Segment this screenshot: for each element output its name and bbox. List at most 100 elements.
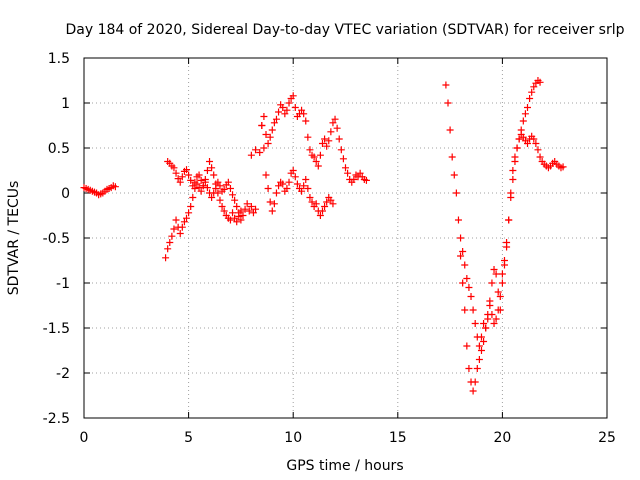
data-point	[199, 182, 207, 190]
data-point	[536, 78, 544, 86]
data-point	[178, 173, 186, 181]
data-point	[187, 203, 195, 210]
data-point	[203, 184, 211, 192]
data-point	[272, 115, 280, 123]
data-point	[241, 205, 249, 213]
series-2	[162, 178, 260, 262]
data-point	[475, 356, 483, 363]
data-point	[321, 203, 329, 210]
series-1	[80, 182, 119, 199]
data-point	[342, 164, 349, 172]
data-point	[316, 151, 324, 159]
data-point	[283, 185, 291, 192]
data-point	[170, 164, 178, 172]
data-point	[270, 119, 278, 127]
data-point	[442, 81, 450, 89]
data-point	[162, 254, 170, 262]
data-point	[459, 279, 467, 287]
y-tick-label: -1.5	[43, 321, 70, 337]
data-point	[507, 194, 515, 201]
data-point	[237, 207, 245, 215]
data-point	[208, 164, 216, 172]
data-point	[268, 126, 276, 134]
data-point	[312, 158, 320, 165]
data-point	[260, 113, 268, 120]
data-point	[480, 320, 488, 327]
data-point	[197, 187, 205, 195]
data-point	[519, 133, 527, 141]
data-point	[559, 163, 567, 171]
data-point	[111, 183, 119, 191]
data-point	[291, 173, 299, 181]
data-point	[521, 110, 529, 118]
data-point	[302, 176, 310, 183]
series-6	[442, 77, 544, 395]
data-point	[344, 169, 352, 177]
data-point	[446, 126, 454, 134]
data-point	[289, 167, 297, 174]
data-point	[178, 223, 186, 231]
data-point	[191, 178, 199, 186]
data-point	[270, 200, 278, 208]
grid	[84, 58, 607, 418]
data-point	[164, 245, 172, 253]
data-point	[323, 198, 331, 206]
data-point	[450, 171, 458, 179]
x-tick-label: 25	[598, 430, 616, 446]
data-point	[180, 218, 188, 226]
data-point	[323, 142, 331, 150]
data-point	[226, 216, 234, 224]
data-point	[467, 293, 475, 300]
data-point	[469, 306, 477, 314]
data-point	[500, 257, 508, 264]
data-point	[318, 140, 326, 147]
data-point	[183, 214, 191, 222]
data-point	[176, 230, 184, 237]
data-point	[187, 176, 195, 184]
x-tick-label: 10	[284, 430, 302, 446]
data-point	[306, 194, 314, 201]
data-point	[457, 234, 465, 242]
data-point	[519, 117, 527, 125]
data-point	[281, 110, 289, 118]
data-point	[318, 207, 326, 215]
data-point	[526, 95, 534, 102]
data-point	[229, 209, 237, 217]
data-point	[218, 203, 226, 210]
data-point	[266, 133, 274, 141]
data-point	[333, 124, 341, 132]
data-point	[220, 185, 228, 193]
data-point	[185, 209, 193, 217]
data-point	[461, 261, 469, 269]
data-point	[329, 200, 337, 208]
data-point	[298, 106, 306, 114]
data-point	[302, 117, 310, 125]
data-point	[183, 166, 191, 174]
data-point	[233, 218, 241, 226]
data-point	[480, 338, 488, 345]
data-point	[249, 209, 257, 217]
data-point	[530, 135, 538, 143]
data-point	[210, 171, 218, 179]
data-point	[321, 135, 329, 143]
x-tick-label: 5	[184, 430, 193, 446]
data-point	[337, 146, 345, 154]
data-point	[463, 342, 471, 350]
data-point	[245, 207, 253, 215]
y-tick-label: 0	[61, 186, 70, 202]
data-point	[329, 119, 337, 127]
data-point	[185, 171, 193, 179]
y-tick-labels: -2.5 -2 -1.5 -1 -0.5 0 0.5 1 1.5	[43, 51, 70, 427]
data-point	[331, 115, 339, 123]
data-point	[444, 99, 452, 107]
data-point	[475, 342, 483, 350]
data-point	[275, 108, 283, 116]
data-point	[339, 155, 347, 163]
x-tick-labels: 0 5 10 15 20 25	[80, 430, 616, 446]
series-3	[164, 158, 245, 226]
data-point	[515, 135, 523, 143]
data-point	[239, 212, 247, 219]
data-point	[247, 203, 255, 210]
data-point	[492, 270, 500, 278]
